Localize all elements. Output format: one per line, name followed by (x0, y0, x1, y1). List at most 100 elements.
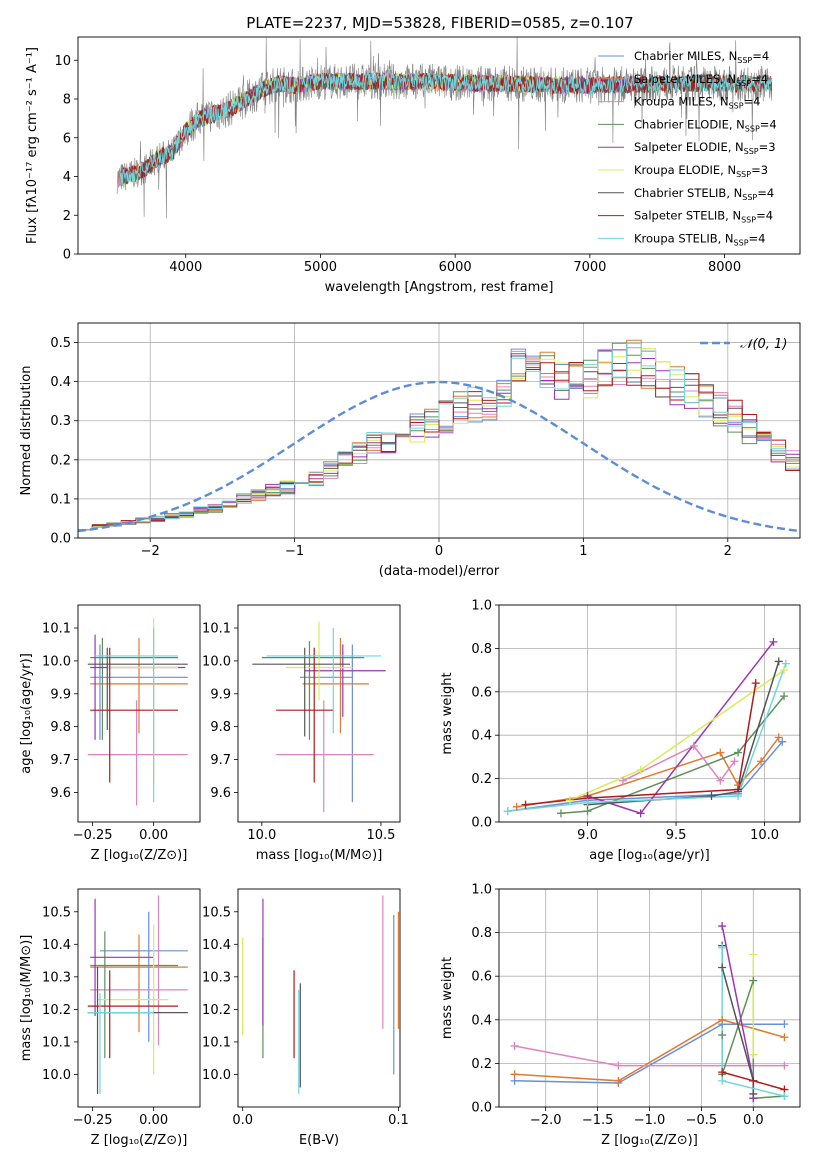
mass-weight-line (560, 695, 785, 815)
y-tick-label: 10.0 (42, 654, 71, 669)
plot-area (78, 339, 800, 533)
y-tick-label: 0.4 (50, 375, 71, 390)
legend-subscript: SSP (742, 193, 757, 202)
data-point (749, 950, 758, 959)
y-tick-label: 10.5 (202, 905, 231, 920)
legend-subscript: SSP (737, 56, 752, 65)
data-point (749, 1050, 758, 1059)
y-tick-label: 10.5 (42, 905, 71, 920)
x-axis-label: Z [log₁₀(Z/Z⊙)] (91, 1133, 188, 1148)
axes-frame (237, 604, 401, 823)
y-tick-label: 10.3 (42, 970, 71, 985)
axes-frame (77, 322, 801, 539)
y-tick-label: 1.0 (471, 883, 492, 898)
y-axis-label: Flux [fλ10⁻¹⁷ erg cm⁻² s⁻¹ A⁻¹] (25, 47, 40, 244)
x-tick-label: 8000 (708, 260, 741, 275)
legend-entry: Salpeter STELIB, NSSP=4 (634, 209, 773, 225)
data-point (556, 809, 565, 818)
y-tick-label: 10.1 (202, 622, 231, 637)
y-tick-label: 10.1 (42, 1035, 71, 1050)
legend-text: Chabrier MILES, N (634, 49, 737, 63)
x-tick-label: −0.5 (686, 1113, 718, 1128)
data-point (749, 1076, 758, 1085)
y-tick-label: 10.0 (42, 1068, 71, 1083)
chart-age-vs-Z: −0.25 0.00 9.6 9.7 9.8 9.9 10.0 10.1 Z [log₁₀(Z/… (19, 604, 201, 863)
y-tick-label: 9.8 (210, 720, 231, 735)
x-tick-label: −2 (141, 544, 160, 559)
plot-area (242, 895, 400, 1094)
y-tick-label: 10.1 (42, 622, 71, 637)
legend-entry: Chabrier STELIB, NSSP=4 (634, 186, 774, 202)
x-tick-label: 10.0 (750, 828, 779, 843)
legend-text: Salpeter STELIB, N (634, 209, 741, 223)
axes-frame (498, 888, 801, 1108)
legend-value: =4 (749, 231, 766, 245)
y-axis-label: mass [log₁₀(M/M⊙)] (19, 935, 34, 1062)
legend-text: Salpeter MILES, N (634, 72, 736, 86)
chart-mass-vs-EBV: 0.0 0.1 10.0 10.1 10.2 10.3 10.4 10.5 E(B-V) (202, 888, 409, 1148)
chart-residuals: −2 −1 0 1 2 0.0 0.1 0.2 0.3 0.4 0.5 (data-model)/er… (19, 322, 801, 579)
plot-area (252, 621, 386, 813)
mass-weight-line (721, 925, 755, 1099)
data-point (718, 1015, 727, 1024)
data-point (510, 1041, 519, 1050)
chart-mass-weight-vs-age: 9.0 9.5 10.0 0.0 0.2 0.4 0.6 0.8 1.0 age [log₁₀(a… (440, 599, 801, 863)
legend-text: Chabrier STELIB, N (634, 186, 742, 200)
x-axis-label: wavelength [Angstrom, rest frame] (325, 280, 554, 295)
data-point (636, 765, 645, 774)
y-tick-label: 0.1 (50, 492, 71, 507)
legend-entry: Kroupa STELIB, NSSP=4 (634, 231, 765, 247)
x-tick-label: 2 (724, 544, 732, 559)
data-point (565, 796, 574, 805)
x-axis-label: (data-model)/error (379, 564, 500, 579)
y-tick-label: 10.4 (202, 938, 231, 953)
y-tick-label: 10.0 (202, 654, 231, 669)
y-tick-label: 2 (63, 209, 71, 224)
legend-subscript: SSP (736, 79, 751, 88)
data-point (510, 1070, 519, 1079)
x-tick-label: 9.0 (577, 828, 598, 843)
y-tick-label: 9.9 (210, 687, 231, 702)
y-tick-label: 0.5 (50, 336, 71, 351)
x-tick-label: 0.00 (139, 1113, 168, 1128)
y-axis-label: Normed distribution (19, 366, 34, 496)
y-axis-label: mass weight (440, 672, 455, 754)
legend-entry: Chabrier MILES, NSSP=4 (634, 49, 769, 65)
data-point (716, 776, 725, 785)
x-tick-label: −0.25 (73, 1113, 113, 1128)
mass-weight-line (525, 682, 757, 806)
data-point (780, 1033, 789, 1042)
legend-value: =4 (757, 186, 774, 200)
data-point (769, 637, 778, 646)
y-tick-label: 0.6 (471, 970, 492, 985)
y-tick-label: 0.6 (471, 685, 492, 700)
data-point (503, 807, 512, 816)
y-tick-label: 10.3 (202, 970, 231, 985)
y-tick-label: 0.2 (471, 772, 492, 787)
axes-frame (498, 604, 801, 823)
model-spectrum-line (120, 71, 773, 187)
y-tick-label: 0.4 (471, 1013, 492, 1028)
y-tick-label: 0.8 (471, 642, 492, 657)
data-point (780, 1092, 789, 1101)
residual-histogram (78, 339, 800, 531)
y-tick-label: 10.4 (42, 938, 71, 953)
data-point (512, 802, 521, 811)
data-point (780, 1020, 789, 1029)
data-point (730, 757, 739, 766)
data-point (583, 798, 592, 807)
y-tick-label: 10.2 (42, 1003, 71, 1018)
y-tick-label: 10 (54, 54, 71, 69)
y-tick-label: 8 (63, 93, 71, 108)
data-point (780, 692, 789, 701)
data-point (718, 1031, 727, 1040)
plot-area (87, 618, 188, 806)
data-point (749, 976, 758, 985)
y-tick-label: 4 (63, 170, 71, 185)
x-tick-label: 0.0 (743, 1113, 764, 1128)
x-tick-label: −1.5 (582, 1113, 614, 1128)
y-tick-label: 10.1 (202, 1035, 231, 1050)
residual-histogram (78, 362, 800, 531)
axes-frame (77, 888, 201, 1108)
